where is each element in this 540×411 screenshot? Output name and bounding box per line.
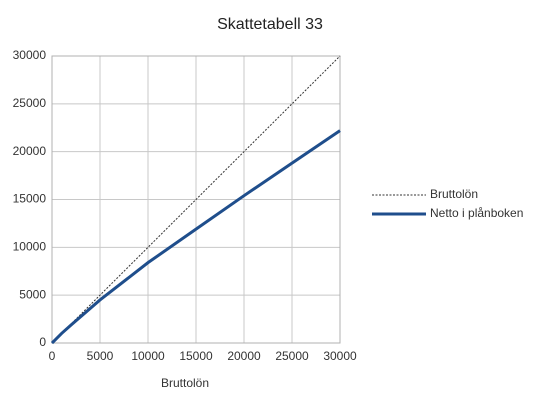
x-tick-label: 25000	[275, 349, 309, 363]
chart-title: Skattetabell 33	[217, 16, 323, 33]
y-tick-label: 5000	[19, 287, 46, 301]
x-tick-label: 10000	[131, 349, 165, 363]
y-tick-label: 20000	[13, 144, 47, 158]
x-axis-label: Bruttolön	[161, 376, 209, 390]
legend-label: Netto i plånboken	[430, 206, 523, 220]
y-tick-label: 25000	[13, 96, 47, 110]
y-tick-label: 15000	[13, 192, 47, 206]
line-series	[50, 129, 341, 345]
y-tick-label: 10000	[13, 240, 47, 254]
x-tick-label: 0	[49, 349, 56, 363]
x-tick-label: 30000	[323, 349, 357, 363]
x-tick-label: 5000	[87, 349, 114, 363]
legend-label: Bruttolön	[430, 187, 478, 201]
x-tick-label: 20000	[227, 349, 261, 363]
plot-border	[51, 55, 341, 344]
y-tick-label: 0	[39, 335, 46, 349]
x-tick-label: 15000	[179, 349, 213, 363]
y-tick-label: 30000	[13, 48, 47, 62]
